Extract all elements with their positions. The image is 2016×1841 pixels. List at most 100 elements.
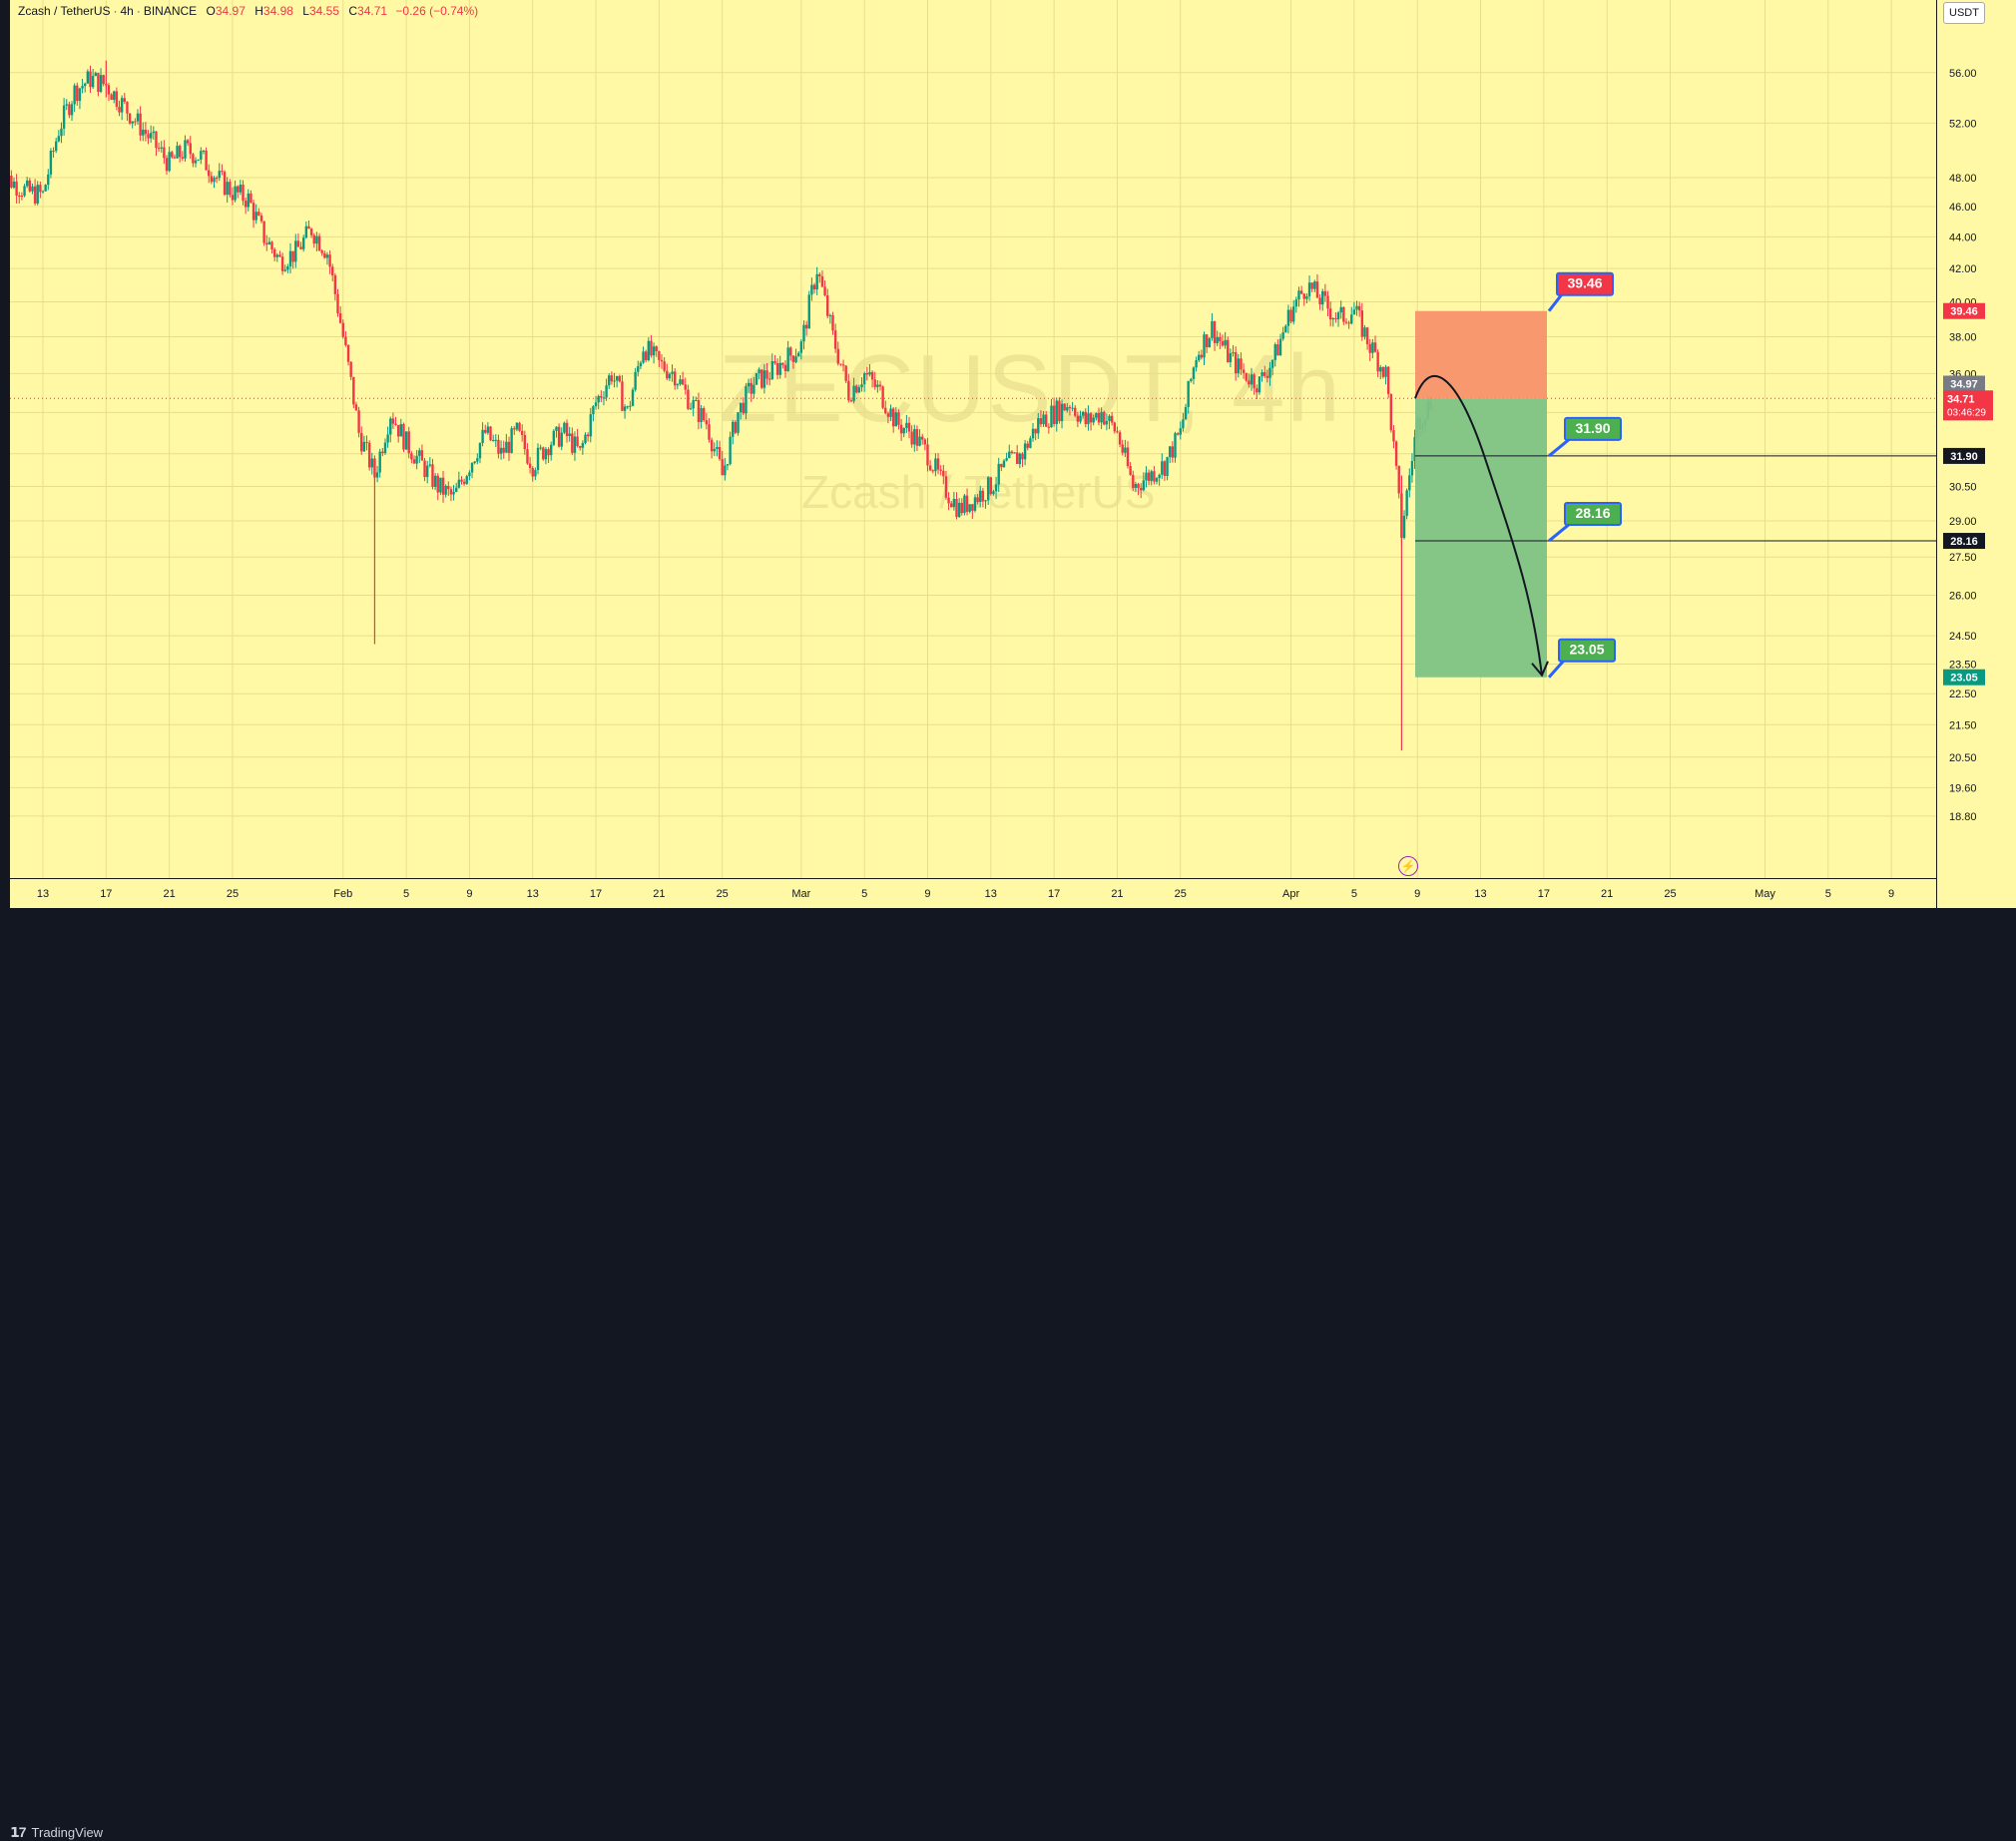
candle-body [118, 106, 121, 113]
candle-body [110, 94, 113, 101]
candle-body [979, 490, 982, 503]
candle-body [457, 479, 461, 488]
candle-body [1331, 317, 1334, 320]
time-tick-label: 21 [164, 888, 176, 900]
time-tick-label: 13 [527, 888, 539, 900]
chart-plot-area[interactable]: ZECUSDT, 4h Zcash / TetherUS 39.46 31.90 2… [10, 0, 1936, 878]
candle-body [149, 133, 153, 139]
candle-body [378, 451, 381, 473]
candle-body [1208, 337, 1211, 347]
candle-body [1357, 305, 1361, 311]
candle-body [828, 314, 832, 316]
candle-body [54, 141, 58, 152]
candle-body [136, 113, 140, 122]
time-tick-label: 21 [1601, 888, 1613, 900]
candle-body [592, 406, 595, 415]
candle-body [49, 151, 53, 175]
time-axis[interactable]: 13 17 21 25 Feb 5 9 13 17 21 25 Mar 5 9 13 17 21 25 Apr 5 9 1… [10, 878, 1936, 908]
candle-body [94, 73, 97, 77]
candle-body [1253, 374, 1256, 389]
candle-body [860, 384, 863, 388]
candle-body [594, 402, 598, 407]
candle-body [878, 384, 882, 387]
symbol-legend[interactable]: Zcash / TetherUS · 4h · BINANCE O34.97 H34.9… [18, 4, 479, 18]
candle-body [671, 371, 674, 374]
candle-body [352, 376, 355, 405]
candle-body [78, 88, 82, 102]
candle-body [223, 172, 227, 196]
legend-interval: 4h [120, 4, 134, 18]
candle-body [447, 485, 450, 490]
candle-body [955, 499, 958, 517]
candle-body [629, 405, 632, 407]
candle-body [254, 212, 257, 221]
candle-body [555, 426, 558, 431]
axis-tag-tp3-bg [1943, 669, 1985, 686]
axis-tag-stop-text: 39.46 [1950, 306, 1978, 318]
candle-body [1100, 411, 1103, 423]
candle-body [1081, 411, 1085, 416]
projection-arrowhead [1531, 661, 1549, 678]
candle-body [47, 174, 50, 186]
candle-body [760, 369, 763, 388]
candle-body [1211, 320, 1214, 338]
candle-body [984, 500, 987, 502]
candle-body [1163, 461, 1167, 476]
candle-body [1307, 282, 1311, 296]
candle-body [544, 449, 548, 460]
candle-body [1155, 478, 1159, 482]
tradingview-logo[interactable]: 𝟭7 TradingView [10, 1824, 103, 1841]
candle-body [41, 191, 45, 193]
candle-body [820, 275, 824, 287]
candle-body [873, 379, 876, 387]
candle-body [513, 428, 516, 430]
candle-body [647, 340, 651, 360]
candle-body [1076, 415, 1080, 422]
price-axis[interactable]: 56.00 52.00 48.00 46.00 44.00 42.00 40.00 38.00… [1936, 0, 2016, 908]
time-tick-label: 17 [1048, 888, 1060, 900]
candle-body [73, 85, 76, 105]
candle-body [317, 235, 321, 251]
price-tags: 39.46 34.97 34.71 03:46:29 31.90 28.16 23.05 [1943, 302, 1993, 686]
candle-body [1116, 431, 1119, 433]
time-tick-label: 13 [37, 888, 49, 900]
candle-body [418, 450, 421, 456]
candle-body [15, 181, 18, 196]
candle-body [470, 462, 474, 473]
candle-body [1360, 310, 1364, 337]
candle-body [1336, 312, 1340, 319]
candle-body [1248, 380, 1251, 385]
candle-body [1350, 314, 1353, 324]
candle-body [1179, 428, 1182, 435]
legend-close-label: C [348, 4, 358, 18]
candle-body [934, 458, 937, 472]
candle-body [783, 364, 787, 372]
candle-body [346, 344, 350, 362]
price-tick-label: 46.00 [1949, 202, 1977, 214]
candle-body [618, 375, 621, 382]
candle-body [1005, 458, 1008, 461]
candle-body [68, 104, 71, 116]
time-tick-label: 17 [1538, 888, 1550, 900]
candle-body [1105, 421, 1109, 425]
candle-body [396, 424, 400, 437]
candle-body [1192, 367, 1196, 379]
candle-body [1339, 306, 1342, 313]
lightning-icon[interactable]: ⚡ [1398, 856, 1418, 876]
currency-button[interactable]: USDT [1943, 2, 1985, 24]
candle-body [868, 371, 871, 375]
candle-body [1008, 451, 1011, 459]
candle-body [1237, 358, 1241, 374]
candle-body [1047, 426, 1051, 428]
time-ticks: 13 17 21 25 Feb 5 9 13 17 21 25 Mar 5 9 13 17 21 25 Apr 5 9 1… [37, 888, 1894, 900]
candle-body [610, 375, 614, 382]
candle-body [208, 170, 211, 177]
candle-body [812, 284, 816, 290]
candle-body [333, 274, 337, 294]
candle-body [936, 458, 940, 470]
candle-body [1347, 322, 1350, 324]
candle-body [131, 121, 134, 124]
candle-body [12, 181, 16, 188]
price-tick-label: 30.50 [1949, 482, 1977, 494]
candle-body [547, 449, 550, 456]
